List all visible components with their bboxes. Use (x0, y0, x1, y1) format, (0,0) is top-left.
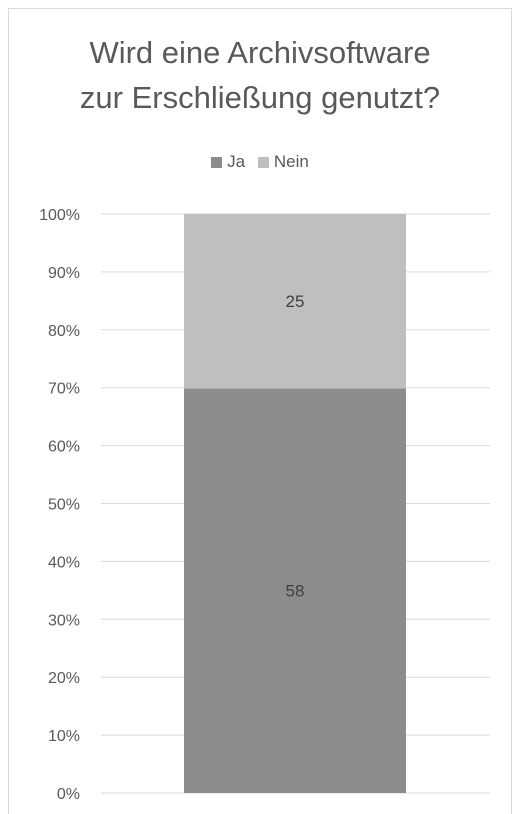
data-label-nein: 25 (286, 292, 305, 311)
chart-title-line-2: zur Erschließung genutzt? (79, 80, 441, 115)
bar-segment-ja (184, 388, 406, 793)
legend-item-nein: Nein (257, 152, 309, 172)
legend-swatch-ja (211, 156, 223, 168)
y-tick-label: 50% (48, 497, 80, 514)
y-tick-label: 0% (57, 786, 80, 803)
bar-segment-nein (184, 214, 406, 389)
y-tick-label: 10% (48, 728, 80, 745)
legend-label-nein: Nein (273, 152, 309, 171)
y-tick-label: 70% (48, 381, 80, 398)
y-tick-label: 100% (39, 207, 80, 224)
y-tick-label: 40% (48, 554, 80, 571)
y-tick-label: 90% (48, 265, 80, 282)
chart-title-line-1: Wird eine Archivsoftware (89, 35, 431, 70)
data-label-ja: 58 (286, 582, 305, 601)
legend: Ja Nein (0, 152, 513, 173)
y-tick-label: 60% (48, 439, 80, 456)
legend-item-ja: Ja (211, 152, 245, 172)
chart-title: Wird eine Archivsoftware zur Erschließun… (8, 30, 512, 120)
legend-swatch-nein (257, 156, 269, 168)
y-tick-label: 80% (48, 323, 80, 340)
chart-frame (8, 8, 512, 814)
y-tick-label: 30% (48, 612, 80, 629)
y-tick-label: 20% (48, 670, 80, 687)
legend-label-ja: Ja (227, 152, 246, 171)
